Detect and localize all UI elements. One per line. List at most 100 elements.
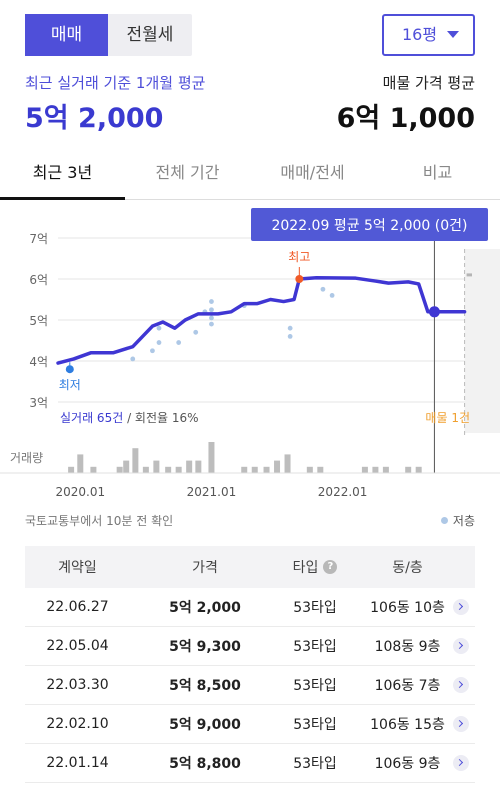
- high-marker: [295, 275, 304, 283]
- transaction-dot: [329, 293, 335, 298]
- y-tick-label: 7억: [29, 232, 48, 246]
- volume-bar: [372, 466, 379, 473]
- transaction-dot: [209, 299, 214, 304]
- tab-recent-3y[interactable]: 최근 3년: [0, 150, 125, 200]
- transaction-dot: [320, 286, 326, 292]
- low-floor-dot-icon: [440, 517, 448, 524]
- row-type: 53타입: [293, 756, 337, 772]
- listing-count: 매물 1건: [425, 411, 470, 425]
- transaction-count-value: 실거래 65건: [60, 411, 123, 425]
- row-unit: 106동 7층: [374, 678, 441, 694]
- trade-type-toggle: 매매 전월세: [25, 14, 192, 56]
- caret-down-icon: [447, 31, 459, 38]
- volume-label: 거래량: [10, 451, 43, 465]
- row-type: 53타입: [293, 600, 337, 616]
- row-type: 53타입: [293, 639, 337, 655]
- volume-bar: [415, 466, 422, 473]
- table-row[interactable]: 22.06.27 5억 2,000 53타입 106동 10층: [25, 588, 475, 627]
- chevron-right-icon[interactable]: [453, 716, 469, 732]
- recent-average-label: 최근 실거래 기준 1개월 평균: [25, 74, 206, 92]
- volume-bar: [274, 460, 281, 473]
- volume-bar: [132, 448, 139, 473]
- listing-average-value: 6억 1,000: [336, 103, 475, 134]
- volume-bar: [123, 460, 130, 473]
- chevron-right-icon[interactable]: [453, 638, 469, 654]
- listing-average-label: 매물 가격 평균: [382, 74, 475, 92]
- transaction-dot: [176, 340, 182, 345]
- chevron-right-icon[interactable]: [453, 599, 469, 615]
- volume-bar: [208, 442, 215, 473]
- volume-bar: [251, 466, 258, 473]
- volume-bar: [317, 466, 324, 473]
- row-type: 53타입: [293, 678, 337, 694]
- tab-all-period[interactable]: 전체 기간: [155, 163, 220, 182]
- row-unit: 106동 9층: [374, 756, 441, 772]
- legend-label: 저층: [452, 514, 475, 528]
- volume-bar: [77, 454, 84, 473]
- row-unit: 106동 10층: [370, 600, 445, 616]
- volume-bar: [284, 454, 291, 473]
- row-unit: 108동 9층: [374, 639, 441, 655]
- volume-bar: [382, 466, 389, 473]
- period-tabs: 최근 3년 전체 기간 매매/전세 비교: [0, 150, 500, 200]
- volume-bar: [153, 460, 160, 473]
- transaction-dot: [287, 325, 293, 331]
- chevron-right-icon[interactable]: [453, 755, 469, 771]
- volume-bar: [241, 466, 248, 473]
- data-source-note: 국토교통부에서 10분 전 확인: [25, 514, 174, 528]
- y-tick-label: 3억: [29, 396, 48, 410]
- header-type: 타입?: [275, 546, 355, 588]
- transaction-dot: [209, 321, 214, 327]
- x-tick-label: 2021.01: [187, 485, 237, 499]
- transaction-dot: [193, 329, 199, 335]
- row-price: 5억 9,300: [169, 639, 241, 655]
- x-tick-label: 2022.01: [318, 485, 368, 499]
- row-price: 5억 8,800: [169, 756, 241, 772]
- row-date: 22.02.10: [46, 716, 109, 732]
- header-unit: 동/층: [392, 560, 423, 576]
- header-price: 가격: [192, 560, 218, 576]
- table-row[interactable]: 22.03.30 5억 8,500 53타입 106동 7층: [25, 666, 475, 705]
- tab-sale-jeonse[interactable]: 매매/전세: [280, 163, 345, 182]
- average-price-line: [56, 276, 467, 365]
- transaction-dot: [150, 348, 155, 354]
- volume-bar: [263, 466, 270, 473]
- row-date: 22.05.04: [46, 638, 109, 654]
- price-chart-svg: 7억 6억 5억 4억 3억 2022.09 평균 5억 2,000 (0건) 최고최저실거…: [0, 208, 500, 499]
- y-tick-label: 6억: [29, 273, 48, 287]
- row-date: 22.06.27: [46, 599, 109, 615]
- recent-average-value: 5억 2,000: [25, 103, 164, 134]
- cursor-tooltip-box: [251, 208, 488, 241]
- low-label: 최저: [59, 378, 81, 392]
- x-tick-label: 2020.01: [55, 485, 105, 499]
- toggle-sale[interactable]: 매매: [25, 14, 108, 56]
- y-tick-label: 4억: [29, 355, 48, 369]
- price-chart[interactable]: 7억 6억 5억 4억 3억 2022.09 평균 5억 2,000 (0건) 최고 최저 실거…: [0, 201, 500, 501]
- high-label: 최고: [288, 250, 310, 264]
- table-row[interactable]: 22.02.10 5억 9,000 53타입 106동 15층: [25, 705, 475, 744]
- toggle-rent[interactable]: 전월세: [126, 25, 174, 45]
- chevron-right-icon[interactable]: [453, 677, 469, 693]
- size-select-value: 16평: [402, 25, 438, 44]
- volume-bar: [68, 466, 75, 473]
- help-icon[interactable]: ?: [323, 560, 338, 574]
- volume-bar: [405, 466, 412, 473]
- row-type: 53타입: [293, 717, 337, 733]
- row-price: 5억 8,500: [169, 678, 241, 694]
- transaction-dot: [209, 315, 214, 321]
- size-select[interactable]: 16평: [382, 14, 475, 56]
- volume-bar: [142, 466, 149, 473]
- row-unit: 106동 15층: [370, 717, 445, 733]
- volume-bar: [361, 466, 368, 473]
- table-row[interactable]: 22.01.14 5억 8,800 53타입 106동 9층: [25, 744, 475, 783]
- transaction-dot: [130, 356, 136, 362]
- header-type-label: 타입: [292, 560, 319, 576]
- table-row[interactable]: 22.05.04 5억 9,300 53타입 108동 9층: [25, 627, 475, 666]
- low-marker: [65, 365, 74, 374]
- header-date: 계약일: [58, 560, 97, 576]
- transaction-count: 실거래 65건 / 회전율 16%: [60, 411, 199, 425]
- volume-bar: [186, 460, 193, 473]
- volume-bar: [90, 466, 97, 473]
- tab-compare[interactable]: 비교: [422, 163, 453, 182]
- volume-bar: [306, 466, 313, 473]
